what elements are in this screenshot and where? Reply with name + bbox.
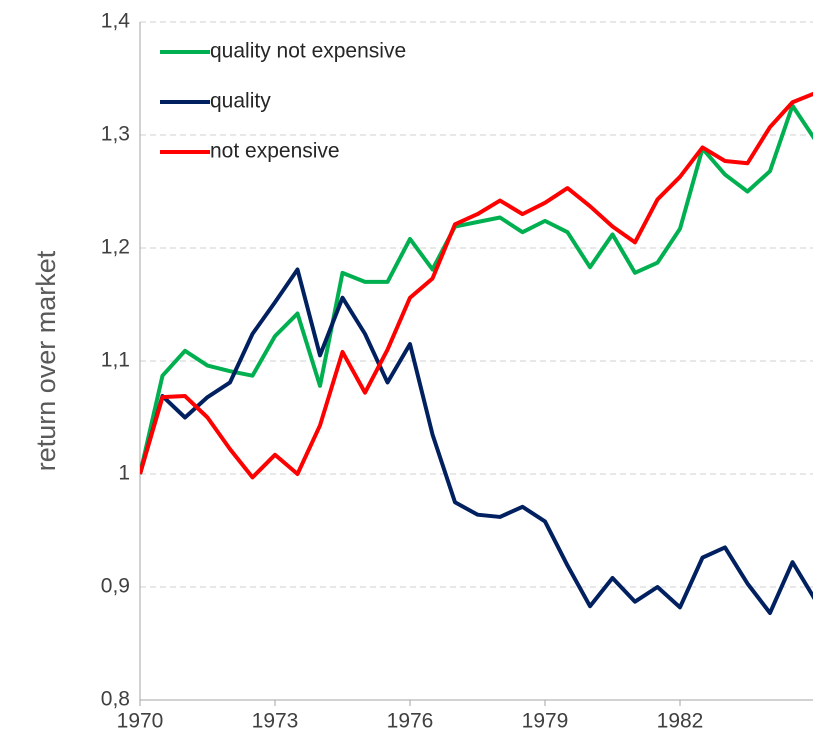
x-tick-label: 1970 [117, 710, 164, 733]
y-tick-label: 0,9 [101, 575, 130, 598]
legend-label: not expensive [210, 140, 340, 163]
y-tick-label: 1,3 [101, 123, 130, 146]
x-tick-label: 1973 [252, 710, 299, 733]
x-tick-label: 1979 [522, 710, 569, 733]
plot-area [140, 91, 813, 615]
series-line [140, 267, 813, 615]
legend-label: quality not expensive [210, 40, 406, 63]
series-line [140, 91, 813, 480]
y-tick-label: 0,8 [101, 688, 130, 711]
y-tick-label: 1 [118, 462, 130, 485]
y-tick-label: 1,2 [101, 236, 130, 259]
x-tick-label: 1982 [657, 710, 704, 733]
y-tick-label: 1,4 [101, 10, 131, 33]
y-axis-label: return over market [31, 250, 61, 471]
x-tick-label: 1976 [387, 710, 434, 733]
legend-label: quality [210, 90, 271, 113]
y-tick-label: 1,1 [101, 349, 130, 372]
